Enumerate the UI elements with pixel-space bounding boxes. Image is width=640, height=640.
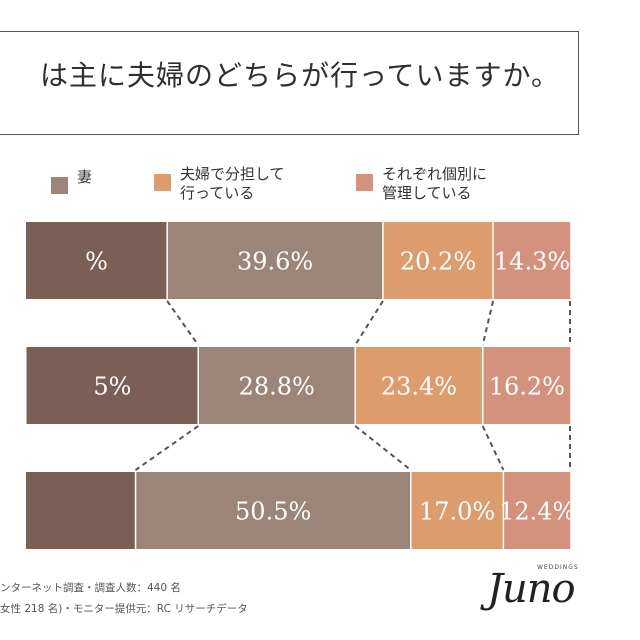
bar-segment-row3-s2: [136, 472, 411, 549]
bar-segment-row2-s3: [355, 347, 482, 424]
legend-label-shared: 夫婦で分担して 行っている: [180, 165, 285, 202]
bar-value-label-row2-s2: 28.8%: [239, 373, 315, 401]
bar-value-label-row2-s4: 16.2%: [489, 373, 565, 401]
legend-label-separate: それぞれ個別に 管理している: [382, 165, 488, 202]
bar-value-label-row3-s3: 17.0%: [419, 498, 495, 526]
connector-line-row2-b2: [354, 425, 412, 471]
bar-value-label-row2-s3: 23.4%: [381, 373, 457, 401]
legend-swatch-wife: [51, 177, 68, 194]
footnote-source: 女性 218 名)・モニター提供元：RC リサーチデータ: [0, 603, 248, 615]
legend-item-wife: 妻: [51, 168, 92, 194]
bar-segment-row3-s3: [411, 472, 503, 549]
logo-sub-text: WEDDINGS: [537, 564, 579, 571]
connector-line-row1-b3: [481, 300, 495, 346]
bar-value-label-row3-s2: 50.5%: [235, 498, 311, 526]
bar-segment-row1-s3: [383, 222, 493, 299]
connector-line-row1-b2: [354, 300, 384, 346]
chart-title: は主に夫婦のどちらが行っていますか。: [39, 59, 560, 92]
bar-segment-row2-s1: [26, 347, 198, 424]
bar-segment-row3-s4: [504, 472, 571, 549]
bar-value-label-row1-s1: %: [85, 248, 108, 276]
bar-value-label-row1-s2: 39.6%: [237, 248, 313, 276]
legend-swatch-shared: [154, 174, 171, 191]
bar-segment-row2-s2: [198, 347, 355, 424]
bar-segment-row1-s4: [493, 222, 571, 299]
legend-swatch-separate: [356, 174, 373, 191]
title-box: [0, 31, 579, 135]
legend-label-wife: 妻: [77, 168, 93, 186]
connector-line-row1-b1: [166, 300, 200, 346]
bar-segment-row2-s4: [483, 347, 571, 424]
bar-value-label-row2-s1: 5%: [93, 373, 131, 401]
footnote-survey: ンターネット調査・調査人数：440 名: [0, 582, 181, 594]
connector-line-row2-b1: [134, 425, 199, 471]
legend-item-separate: それぞれ個別に 管理している: [356, 165, 487, 203]
bar-segment-row1-s1: [26, 222, 167, 299]
juno-logo: Juno WEDDINGS: [487, 562, 587, 618]
connector-line-row2-b3: [481, 425, 505, 471]
logo-main-text: Juno: [487, 566, 576, 612]
legend-item-shared: 夫婦で分担して 行っている: [154, 165, 285, 203]
bar-segment-row3-s1: [26, 472, 135, 549]
bar-value-label-row3-s4: 12.4%: [499, 498, 575, 526]
bar-value-label-row1-s3: 20.2%: [400, 248, 476, 276]
bar-value-label-row1-s4: 14.3%: [494, 248, 570, 276]
bar-segment-row1-s2: [167, 222, 383, 299]
